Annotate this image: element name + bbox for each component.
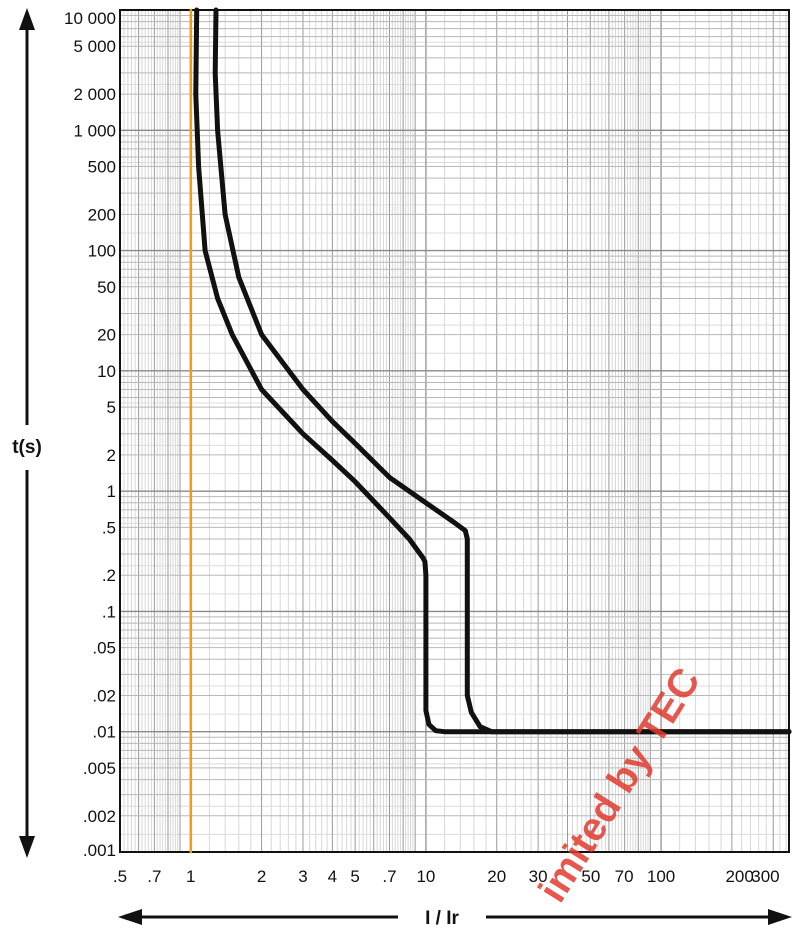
y-tick-label: 10: [97, 362, 116, 381]
x-tick-label: 1: [186, 867, 195, 886]
x-tick-label: 30: [529, 867, 548, 886]
y-tick-label: 10 000: [64, 9, 116, 28]
series-line-1: [193, 7, 792, 735]
x-tick-label: 100: [647, 867, 675, 886]
y-arrowhead-up-icon: [19, 8, 35, 30]
y-tick-label: .001: [83, 841, 116, 860]
y-tick-label: 100: [88, 242, 116, 261]
y-axis-label: t(s): [12, 437, 42, 458]
y-tick-label: 20: [97, 326, 116, 345]
x-arrowhead-left-icon: [118, 909, 142, 925]
minor-gridlines: [120, 10, 789, 852]
y-tick-label: .005: [83, 759, 116, 778]
y-tick-label: .002: [83, 807, 116, 826]
x-tick-label: .7: [147, 867, 161, 886]
x-tick-label: 4: [328, 867, 337, 886]
y-tick-label: .02: [92, 687, 116, 706]
y-tick-label: .1: [102, 602, 116, 621]
y-tick-label: 5: [107, 398, 116, 417]
y-tick-label: 2: [107, 446, 116, 465]
x-axis-label: I / Ir: [425, 908, 459, 929]
x-tick-label: 70: [615, 867, 634, 886]
y-arrowhead-down-icon: [19, 836, 35, 858]
x-tick-label: 20: [487, 867, 506, 886]
y-tick-labels: 10 000 5 000 2 000 1 000 500 200 100 50 20 10 5 2 1.…: [64, 9, 116, 860]
x-axis: I / Ir: [118, 908, 792, 929]
y-tick-label: 200: [88, 205, 116, 224]
x-tick-label: .5: [113, 867, 127, 886]
x-tick-label: .7: [382, 867, 396, 886]
y-tick-label: 1 000: [73, 121, 116, 140]
y-tick-label: .2: [102, 566, 116, 585]
y-tick-label: .01: [92, 723, 116, 742]
plot-frame: [119, 9, 790, 853]
y-tick-label: 2 000: [73, 85, 116, 104]
y-tick-label: 1: [107, 482, 116, 501]
y-tick-label: .5: [102, 518, 116, 537]
x-tick-label: 200: [725, 867, 753, 886]
x-tick-label: 50: [581, 867, 600, 886]
x-tick-label: 2: [257, 867, 266, 886]
y-tick-label: 5 000: [73, 37, 116, 56]
x-tick-label: 5: [350, 867, 359, 886]
y-tick-label: 50: [97, 278, 116, 297]
x-tick-label: 300: [751, 867, 779, 886]
x-tick-label: 10: [416, 867, 435, 886]
y-tick-label: .05: [92, 639, 116, 658]
y-axis: t(s): [12, 8, 42, 858]
y-tick-label: 500: [88, 157, 116, 176]
x-arrowhead-right-icon: [768, 909, 792, 925]
series-line-2: [212, 7, 792, 735]
x-tick-label: 3: [298, 867, 307, 886]
curves: [189, 7, 792, 854]
